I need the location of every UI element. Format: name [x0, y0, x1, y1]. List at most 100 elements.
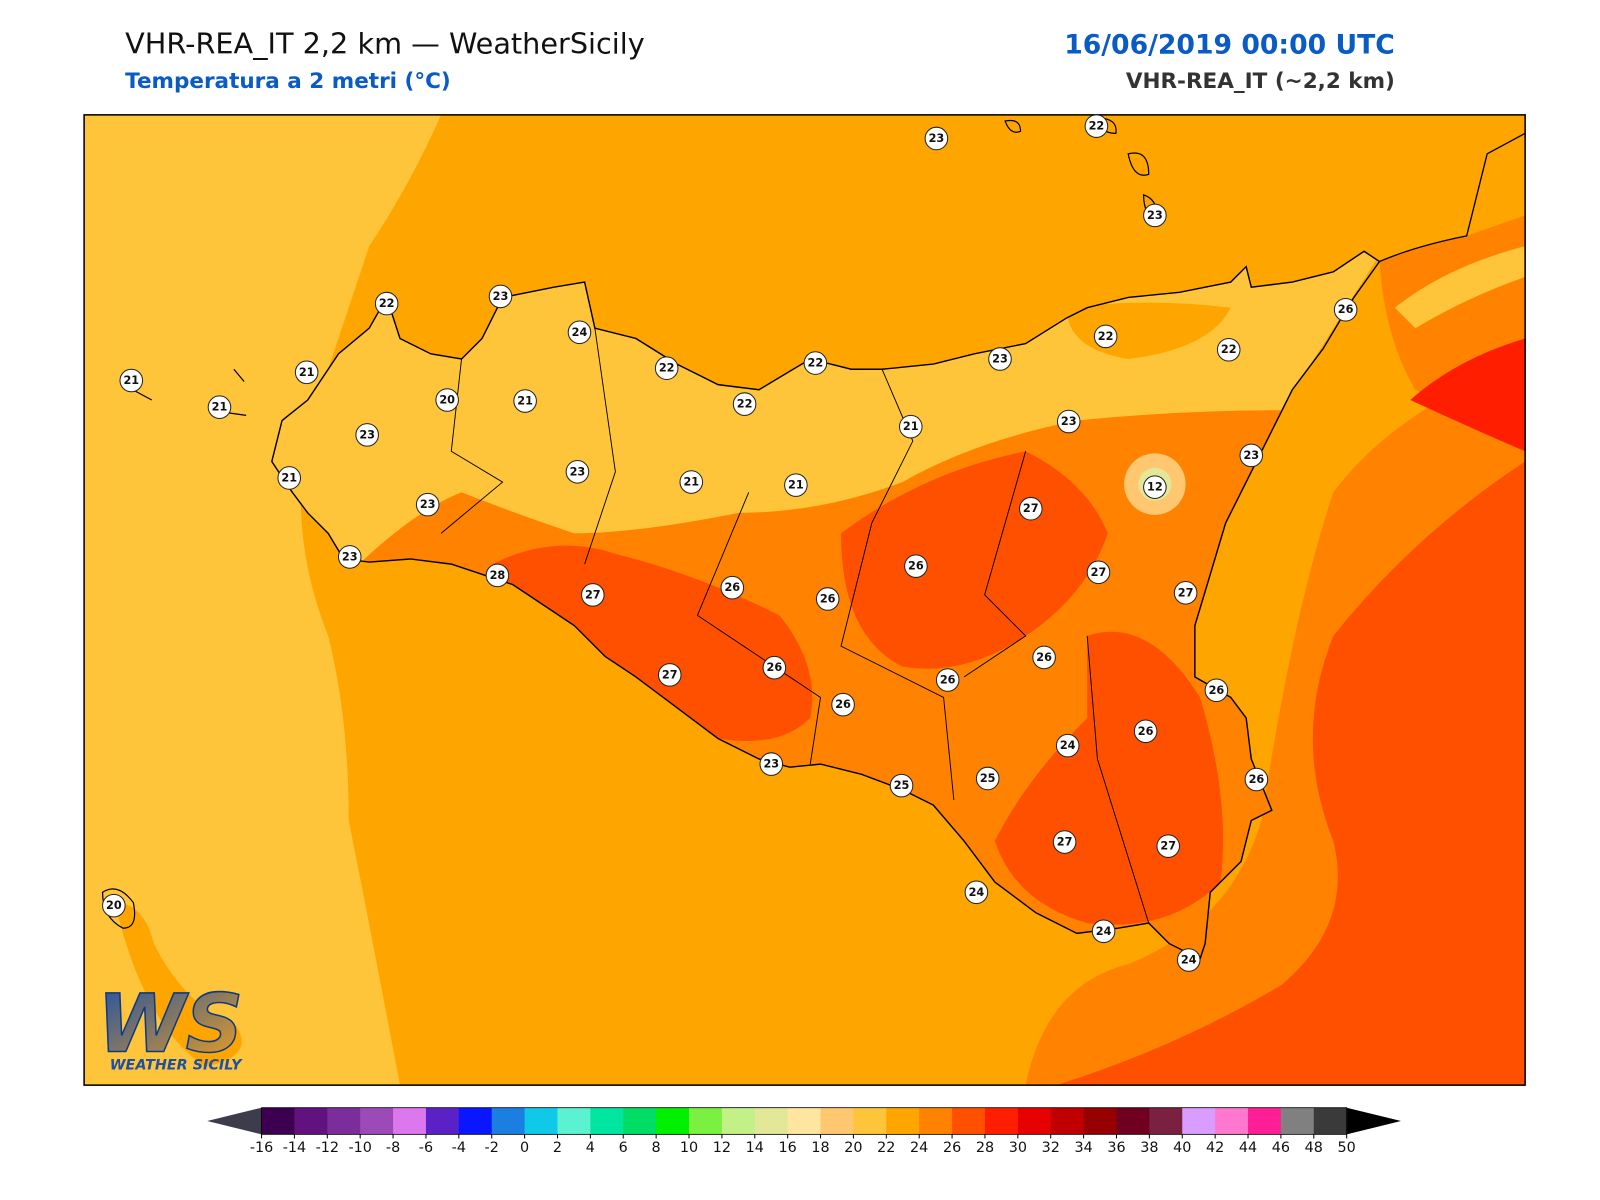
map-subtitle: Temperatura a 2 metri (°C)	[125, 69, 451, 94]
station: 27	[657, 663, 682, 687]
station: 22	[654, 356, 679, 380]
station-value: 21	[212, 401, 228, 414]
station-marker	[679, 470, 704, 494]
colorbar-tick-label: 12	[713, 1140, 731, 1156]
station-value: 22	[1098, 330, 1114, 343]
station-value: 23	[493, 290, 509, 303]
station-marker	[1091, 919, 1116, 944]
station-marker	[1244, 767, 1269, 792]
station-value: 23	[1061, 415, 1077, 428]
colorbar-tick-label: 26	[943, 1140, 961, 1156]
colorbar-under	[207, 1107, 262, 1135]
station-marker	[935, 668, 960, 692]
colorbar-segment	[393, 1107, 427, 1135]
station: 23	[415, 492, 440, 517]
station-value: 21	[903, 420, 919, 433]
station: 12	[1143, 475, 1167, 499]
station-value: 26	[767, 661, 783, 674]
station-marker	[1333, 297, 1358, 322]
station-marker	[1133, 719, 1158, 744]
station: 23	[488, 284, 513, 309]
colorbar-segment	[1050, 1107, 1085, 1135]
station-value: 23	[342, 550, 358, 563]
station-value: 23	[1243, 449, 1259, 462]
colorbar-segment	[1149, 1107, 1183, 1135]
model-label: VHR-REA_IT (~2,2 km)	[1126, 69, 1395, 94]
colorbar-tick-label: -10	[348, 1140, 371, 1156]
station: 21	[513, 389, 537, 413]
station-marker	[759, 752, 784, 776]
colorbar-tick-label: 32	[1042, 1140, 1060, 1156]
colorbar-segment	[656, 1107, 690, 1135]
station: 24	[567, 320, 592, 345]
station-value: 23	[992, 352, 1008, 365]
station: 26	[904, 554, 928, 578]
station: 26	[815, 587, 840, 611]
station-marker	[294, 360, 319, 385]
station: 23	[924, 126, 949, 151]
station: 26	[1333, 297, 1358, 322]
station: 20	[102, 893, 126, 918]
station: 27	[1052, 830, 1077, 854]
station: 21	[679, 470, 704, 494]
colorbar-segment	[820, 1107, 854, 1135]
colorbar-over	[1346, 1107, 1402, 1135]
station-marker	[513, 389, 537, 413]
station: 22	[1093, 324, 1118, 349]
station-value: 26	[724, 581, 740, 594]
station-marker	[1156, 834, 1180, 858]
station: 23	[1239, 443, 1264, 468]
station-marker	[803, 351, 828, 375]
colorbar-segment	[1182, 1107, 1216, 1135]
station-marker	[815, 587, 840, 611]
station-value: 27	[585, 588, 601, 601]
calabria-coast	[1379, 132, 1526, 263]
province-borders	[440, 328, 1150, 924]
station-value: 23	[420, 498, 436, 511]
station-marker	[831, 692, 855, 717]
colorbar-segment	[590, 1107, 624, 1135]
east-sea-hot	[1056, 461, 1526, 1086]
station-marker	[1173, 581, 1198, 605]
station-marker	[1143, 203, 1167, 228]
colorbar-segment	[952, 1107, 986, 1135]
colorbar: -16 -14 -12 -10 -8 -6 -4 -2 0 2 4 6 8 10 12 14 16 18 20 22 2…	[207, 1107, 1402, 1156]
station-value: 22	[379, 297, 395, 310]
station-marker	[1204, 678, 1229, 703]
station-marker	[1055, 733, 1080, 758]
colorbar-tick-label: -6	[419, 1140, 433, 1156]
station-marker	[657, 663, 682, 687]
station-marker	[1216, 337, 1241, 362]
station-marker	[1093, 324, 1118, 349]
station: 27	[581, 583, 605, 607]
colorbar-tick-label: -4	[452, 1140, 466, 1156]
colorbar-segment	[886, 1107, 920, 1135]
station-value: 22	[1089, 120, 1105, 133]
colorbar-segment	[458, 1107, 493, 1135]
station: 21	[119, 368, 144, 393]
colorbar-tick-label: 48	[1305, 1140, 1323, 1156]
station: 22	[1216, 337, 1241, 362]
station-value: 26	[1338, 303, 1354, 316]
station: 24	[1055, 733, 1080, 758]
colorbar-segment	[327, 1107, 361, 1135]
station-value: 23	[763, 758, 779, 771]
station: 22	[1084, 114, 1109, 138]
station: 23	[1143, 203, 1167, 228]
station: 24	[1091, 919, 1116, 944]
station: 23	[1056, 409, 1081, 434]
colorbar-tick-label: 42	[1206, 1140, 1224, 1156]
calabria-hot	[1410, 338, 1526, 452]
station: 21	[784, 473, 808, 497]
station-value: 20	[106, 899, 122, 912]
station-value: 26	[1036, 651, 1052, 664]
station: 27	[1173, 581, 1198, 605]
station: 22	[732, 392, 757, 416]
station-value: 26	[1249, 773, 1265, 786]
colorbar-tick-label: 22	[877, 1140, 895, 1156]
station-marker	[732, 392, 757, 416]
station: 26	[935, 668, 960, 692]
station-value: 25	[980, 772, 996, 785]
colorbar-segment	[294, 1107, 328, 1135]
station-value: 27	[1091, 566, 1107, 579]
